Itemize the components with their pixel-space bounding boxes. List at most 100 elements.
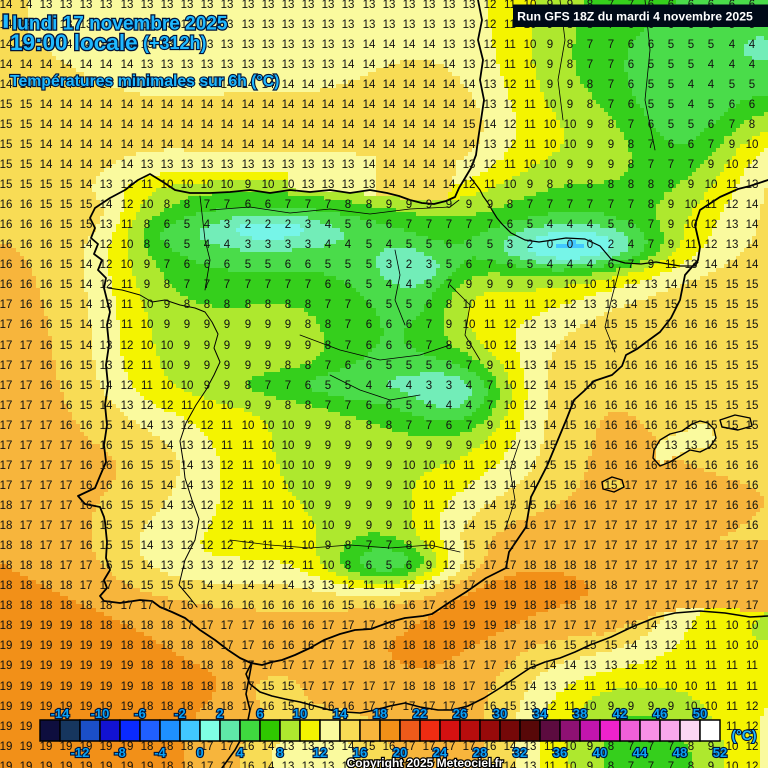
svg-text:18: 18	[403, 640, 416, 652]
svg-text:9: 9	[466, 440, 472, 452]
svg-text:19: 19	[20, 620, 33, 632]
svg-text:13: 13	[383, 0, 396, 11]
svg-text:14: 14	[282, 580, 295, 592]
svg-text:16: 16	[625, 420, 638, 432]
svg-text:12: 12	[121, 199, 134, 211]
svg-text:16: 16	[584, 440, 597, 452]
svg-text:14: 14	[383, 159, 396, 171]
svg-text:18: 18	[121, 640, 134, 652]
svg-text:11: 11	[705, 640, 717, 652]
svg-text:9: 9	[547, 79, 553, 91]
svg-text:4: 4	[366, 380, 373, 392]
svg-text:10: 10	[463, 299, 476, 311]
svg-text:48: 48	[673, 745, 687, 760]
svg-text:7: 7	[325, 360, 331, 372]
svg-text:5: 5	[708, 39, 714, 51]
svg-text:10: 10	[484, 440, 497, 452]
svg-text:17: 17	[201, 761, 214, 768]
svg-text:15: 15	[605, 640, 618, 652]
svg-text:17: 17	[40, 480, 53, 492]
svg-text:3: 3	[305, 219, 311, 231]
svg-text:10: 10	[262, 420, 275, 432]
svg-text:14: 14	[141, 79, 154, 91]
svg-text:13: 13	[524, 360, 537, 372]
svg-text:18: 18	[443, 660, 456, 672]
svg-text:10: 10	[544, 159, 557, 171]
svg-text:7: 7	[628, 119, 634, 131]
svg-text:17: 17	[463, 701, 476, 713]
svg-text:15: 15	[726, 279, 739, 291]
svg-text:6: 6	[204, 259, 210, 271]
svg-text:6: 6	[729, 99, 735, 111]
svg-text:7: 7	[184, 279, 190, 291]
svg-text:16: 16	[746, 500, 759, 512]
svg-text:18: 18	[0, 620, 12, 632]
svg-text:26: 26	[453, 706, 467, 721]
svg-text:10: 10	[121, 259, 134, 271]
svg-text:15: 15	[726, 440, 739, 452]
svg-text:11: 11	[504, 159, 516, 171]
svg-text:11: 11	[141, 179, 153, 191]
svg-text:8: 8	[587, 79, 593, 91]
svg-text:9: 9	[366, 520, 372, 532]
svg-text:17: 17	[645, 500, 658, 512]
svg-text:14: 14	[141, 520, 154, 532]
svg-text:19: 19	[100, 761, 113, 768]
svg-text:4: 4	[547, 219, 554, 231]
svg-text:11: 11	[726, 179, 738, 191]
svg-text:13: 13	[201, 59, 214, 71]
svg-text:8: 8	[567, 59, 573, 71]
svg-text:16: 16	[262, 701, 275, 713]
svg-text:9: 9	[668, 219, 674, 231]
svg-text:14: 14	[685, 279, 698, 291]
svg-text:7: 7	[285, 279, 291, 291]
svg-text:15: 15	[100, 540, 113, 552]
svg-text:7: 7	[708, 139, 714, 151]
svg-text:11: 11	[363, 580, 375, 592]
svg-text:4: 4	[406, 279, 413, 291]
svg-text:10: 10	[726, 620, 739, 632]
svg-text:13: 13	[141, 0, 154, 11]
svg-text:4: 4	[386, 239, 393, 251]
svg-text:19: 19	[100, 640, 113, 652]
svg-text:18: 18	[363, 640, 376, 652]
svg-text:17: 17	[40, 460, 53, 472]
svg-text:15: 15	[60, 239, 73, 251]
svg-text:5: 5	[386, 360, 392, 372]
svg-text:16: 16	[504, 660, 517, 672]
svg-text:9: 9	[547, 39, 553, 51]
svg-text:8: 8	[547, 179, 553, 191]
svg-text:13: 13	[40, 0, 53, 11]
svg-text:17: 17	[625, 480, 638, 492]
svg-text:15: 15	[60, 340, 73, 352]
svg-text:14: 14	[20, 0, 33, 11]
svg-text:5: 5	[668, 79, 674, 91]
svg-text:11: 11	[564, 701, 576, 713]
svg-text:14: 14	[161, 440, 174, 452]
svg-text:10: 10	[746, 640, 759, 652]
svg-text:7: 7	[648, 159, 654, 171]
svg-text:7: 7	[164, 259, 170, 271]
svg-text:15: 15	[746, 400, 759, 412]
svg-text:13: 13	[423, 0, 436, 11]
svg-text:15: 15	[80, 360, 93, 372]
svg-text:10: 10	[645, 681, 658, 693]
svg-text:13: 13	[302, 761, 315, 768]
svg-text:14: 14	[443, 99, 456, 111]
svg-text:7: 7	[325, 400, 331, 412]
svg-text:10: 10	[685, 701, 698, 713]
svg-text:17: 17	[584, 620, 597, 632]
svg-text:15: 15	[685, 400, 698, 412]
svg-text:14: 14	[40, 99, 53, 111]
svg-text:16: 16	[726, 460, 739, 472]
svg-text:16: 16	[20, 199, 33, 211]
svg-text:15: 15	[524, 660, 537, 672]
svg-text:16: 16	[121, 460, 134, 472]
svg-text:10: 10	[726, 640, 739, 652]
svg-text:13: 13	[665, 620, 678, 632]
svg-text:7: 7	[345, 340, 351, 352]
svg-text:18: 18	[423, 620, 436, 632]
svg-text:16: 16	[20, 319, 33, 331]
svg-text:13: 13	[201, 0, 214, 11]
svg-text:8: 8	[345, 199, 351, 211]
